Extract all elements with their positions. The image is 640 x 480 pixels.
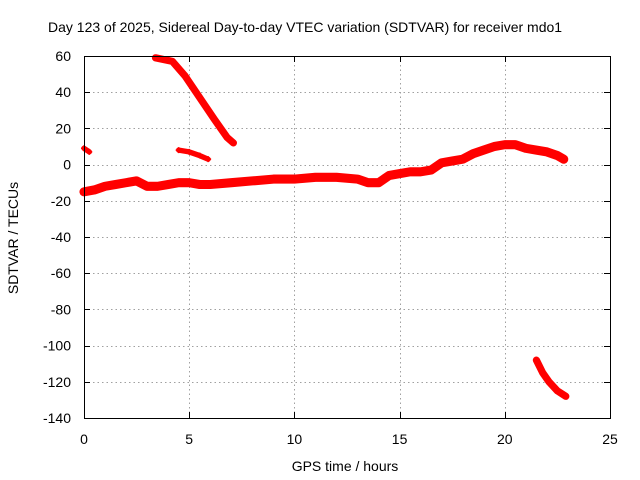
data-point [375, 179, 382, 186]
y-tick-label: 60 [55, 48, 71, 64]
series-upper-arc [151, 54, 237, 147]
y-tick-label: -60 [51, 265, 71, 281]
data-point [196, 152, 203, 159]
data-point [438, 159, 445, 166]
data-point [480, 147, 487, 154]
x-tick-label: 25 [602, 431, 618, 447]
data-point [539, 369, 546, 376]
data-point [512, 141, 519, 148]
series-lower-arc [532, 356, 570, 400]
plot-frame [84, 56, 611, 419]
data-point [291, 176, 298, 183]
data-point [207, 181, 214, 188]
data-point [533, 357, 540, 364]
y-tick-label: -40 [51, 229, 71, 245]
data-point [152, 54, 159, 61]
data-point [196, 94, 203, 101]
y-tick-label: -140 [43, 410, 71, 426]
data-point [249, 177, 256, 184]
data-point [365, 179, 372, 186]
data-point [407, 168, 414, 175]
data-point [459, 156, 466, 163]
chart-title: Day 123 of 2025, Sidereal Day-to-day VTE… [48, 19, 562, 35]
data-point [522, 145, 529, 152]
tick-labels: 0 5 10 15 20 25 -140 -120 -100 -80 -60 -40 -20 0 20 40 6… [43, 48, 618, 447]
data-point [533, 147, 540, 154]
y-tick-label: -20 [51, 193, 71, 209]
data-point [169, 58, 176, 65]
y-tick-label: -100 [43, 338, 71, 354]
data-point [186, 148, 193, 155]
x-tick-label: 10 [287, 431, 303, 447]
data-point [354, 176, 361, 183]
data-point [501, 141, 508, 148]
data-point [386, 172, 393, 179]
data-series [79, 54, 570, 400]
x-tick-label: 0 [80, 431, 88, 447]
data-point [545, 378, 552, 385]
data-point [112, 181, 119, 188]
x-tick-label: 15 [392, 431, 408, 447]
data-point [196, 181, 203, 188]
data-point [230, 139, 237, 146]
data-point [228, 179, 235, 186]
data-point [449, 157, 456, 164]
data-point [560, 156, 567, 163]
data-point [312, 174, 319, 181]
x-tick-label: 20 [497, 431, 513, 447]
data-point [133, 177, 140, 184]
data-point [270, 176, 277, 183]
x-axis-title: GPS time / hours [292, 458, 399, 474]
y-tick-label: 40 [55, 84, 71, 100]
data-point [333, 174, 340, 181]
data-point [205, 156, 212, 163]
y-tick-label: 0 [63, 157, 71, 173]
data-point [175, 179, 182, 186]
data-point [175, 147, 182, 154]
data-point [491, 143, 498, 150]
grid [84, 56, 610, 418]
data-point [102, 183, 109, 190]
data-point [91, 186, 98, 193]
data-point [554, 387, 561, 394]
data-point [211, 116, 218, 123]
data-point [86, 148, 93, 155]
data-point [554, 152, 561, 159]
x-tick-label: 5 [185, 431, 193, 447]
data-point [144, 183, 151, 190]
data-point [165, 181, 172, 188]
series-main-band [79, 140, 569, 197]
series-short-arc-five-hours [175, 147, 211, 162]
data-point [154, 183, 161, 190]
data-point [224, 134, 231, 141]
y-tick-label: -80 [51, 301, 71, 317]
data-point [562, 393, 569, 400]
data-point [428, 167, 435, 174]
data-point [181, 72, 188, 79]
data-point [470, 150, 477, 157]
data-point [396, 170, 403, 177]
data-point [543, 148, 550, 155]
data-point [417, 168, 424, 175]
y-axis-title: SDTVAR / TECUs [5, 182, 21, 294]
data-point [123, 179, 130, 186]
y-tick-label: -120 [43, 374, 71, 390]
y-tick-label: 20 [55, 120, 71, 136]
data-point [186, 179, 193, 186]
axis-ticks [84, 56, 611, 419]
